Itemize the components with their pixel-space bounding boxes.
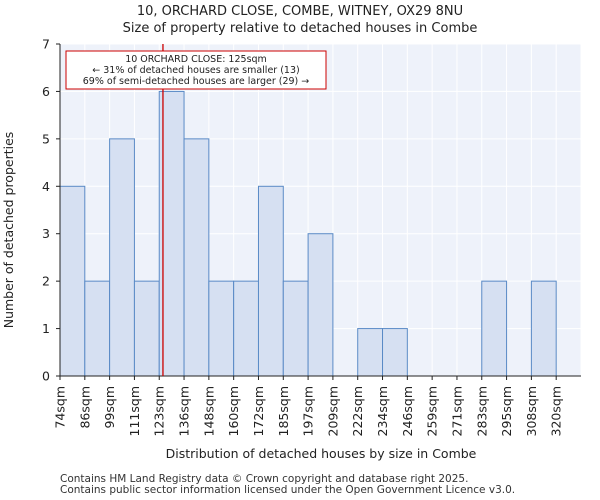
x-tick-label-259sqm: 259sqm [425, 386, 440, 436]
x-tick-label-148sqm: 148sqm [201, 386, 216, 436]
bar-234sqm [382, 328, 408, 377]
x-tick-label-74sqm: 74sqm [53, 386, 68, 429]
x-tick-label-222sqm: 222sqm [350, 386, 365, 436]
x-tick-label-160sqm: 160sqm [226, 386, 241, 436]
x-axis-label: Distribution of detached houses by size … [166, 446, 477, 461]
x-tick-label-136sqm: 136sqm [177, 386, 192, 436]
chart-title-line1: 10, ORCHARD CLOSE, COMBE, WITNEY, OX29 8… [136, 4, 464, 19]
x-tick-label-111sqm: 111sqm [127, 386, 142, 436]
x-tick-label-283sqm: 283sqm [474, 386, 489, 436]
footer-line2: Contains public sector information licen… [60, 484, 516, 496]
bar-172sqm [257, 185, 284, 377]
bar-160sqm [233, 280, 259, 377]
y-tick-label: 7 [42, 37, 50, 52]
chart-title-line2: Size of property relative to detached ho… [122, 21, 478, 36]
y-tick-label: 1 [42, 321, 50, 336]
x-tick-label-295sqm: 295sqm [499, 386, 514, 436]
y-tick-label: 3 [42, 226, 50, 241]
x-tick-label-185sqm: 185sqm [276, 386, 291, 436]
bar-111sqm [133, 280, 160, 377]
bar-148sqm [208, 280, 235, 377]
bar-283sqm [481, 280, 508, 377]
footer-line1: Contains HM Land Registry data © Crown c… [60, 473, 469, 485]
y-tick-label: 5 [42, 131, 50, 146]
annotation-box [65, 50, 327, 90]
y-axis-label: Number of detached properties [1, 132, 16, 329]
x-tick-label-209sqm: 209sqm [325, 386, 340, 436]
bar-136sqm [183, 138, 210, 377]
x-tick-label-271sqm: 271sqm [449, 386, 464, 436]
bar-222sqm [357, 328, 384, 377]
annotation-line-2: ← 31% of detached houses are smaller (13… [92, 65, 299, 76]
bar-185sqm [282, 280, 309, 377]
x-tick-label-99sqm: 99sqm [102, 386, 117, 429]
x-tick-label-234sqm: 234sqm [375, 386, 390, 436]
x-tick-label-123sqm: 123sqm [152, 386, 167, 436]
y-tick-label: 2 [42, 274, 50, 289]
bar-74sqm [59, 185, 86, 377]
x-tick-label-197sqm: 197sqm [301, 386, 316, 436]
annotation-line-3: 69% of semi-detached houses are larger (… [83, 76, 310, 87]
annotation-line-1: 10 ORCHARD CLOSE: 125sqm [125, 54, 267, 65]
bar-308sqm [530, 280, 557, 377]
x-tick-label-308sqm: 308sqm [524, 386, 539, 436]
x-tick-label-320sqm: 320sqm [549, 386, 564, 436]
bar-86sqm [84, 280, 111, 377]
x-tick-label-246sqm: 246sqm [400, 386, 415, 436]
bar-99sqm [109, 138, 135, 377]
y-tick-label: 0 [42, 369, 50, 384]
bar-197sqm [307, 233, 334, 377]
y-tick-label: 4 [42, 179, 50, 194]
x-tick-label-172sqm: 172sqm [251, 386, 266, 436]
y-tick-label: 6 [42, 84, 50, 99]
x-tick-label-86sqm: 86sqm [77, 386, 92, 429]
